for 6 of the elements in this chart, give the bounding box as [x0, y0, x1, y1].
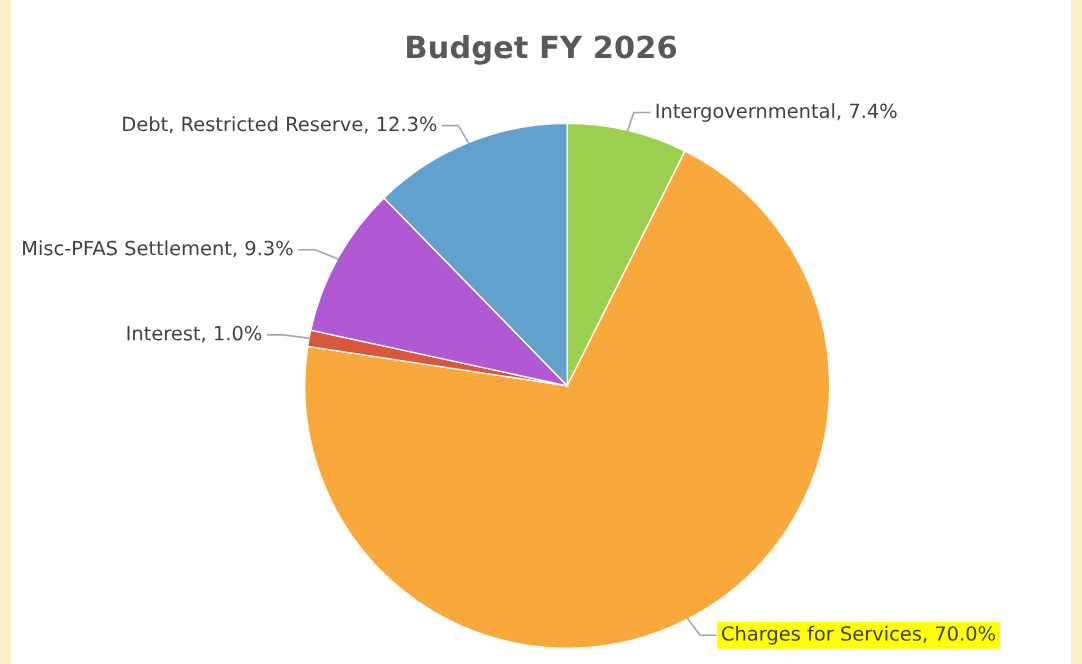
- chart-title: Budget FY 2026: [407, 34, 677, 65]
- slice-label: Charges for Services, 70.0%: [722, 625, 995, 645]
- slice-label: Debt, Restricted Reserve, 12.3%: [123, 116, 437, 134]
- slice-label: Misc-PFAS Settlement, 9.3%: [23, 240, 293, 258]
- slice-label: Interest, 1.0%: [127, 325, 262, 343]
- slice-label: Intergovernmental, 7.4%: [656, 103, 897, 122]
